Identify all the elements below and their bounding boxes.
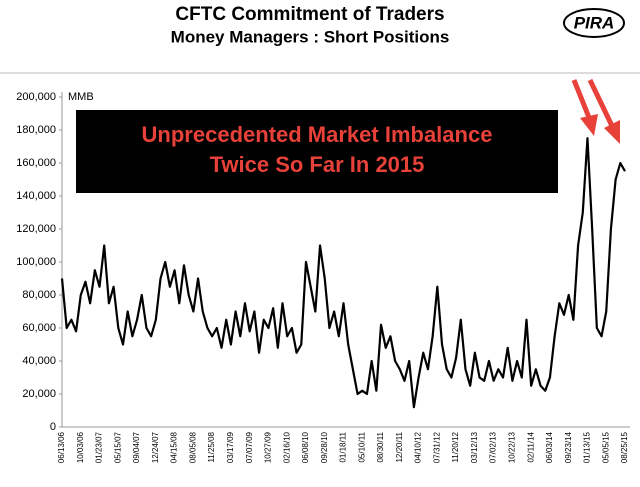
x-tick-label: 04/15/08 [170, 431, 179, 463]
y-tick-label: 60,000 [22, 322, 56, 334]
x-tick-label: 12/24/07 [151, 431, 160, 463]
y-tick-label: 20,000 [22, 388, 56, 400]
x-tick-label: 07/31/12 [432, 431, 441, 463]
logo-ring [563, 8, 625, 38]
x-tick-label: 06/13/06 [57, 431, 66, 463]
y-tick-label: 200,000 [16, 91, 56, 103]
x-tick-label: 01/13/15 [583, 431, 592, 463]
x-tick-label: 07/07/09 [245, 431, 254, 463]
x-tick-label: 05/15/07 [113, 431, 122, 463]
y-tick-label: 140,000 [16, 190, 56, 202]
x-tick-label: 09/23/14 [564, 431, 573, 463]
data-line [60, 137, 626, 409]
x-tick-label: 01/18/11 [339, 431, 348, 462]
y-tick-label: 80,000 [22, 289, 56, 301]
x-tick-label: 06/08/10 [301, 431, 310, 463]
x-tick-label: 02/11/14 [526, 431, 535, 462]
x-tick-label: 09/04/07 [132, 431, 141, 463]
x-tick-label: 08/25/15 [620, 431, 629, 463]
y-tick-label: 100,000 [16, 256, 56, 268]
y-axis-label: MMB [68, 91, 94, 103]
x-tick-label: 05/05/15 [601, 431, 610, 463]
annotation-line: Twice So Far In 2015 [210, 152, 425, 177]
arrows [571, 78, 620, 144]
x-tick-label: 06/03/14 [545, 431, 554, 463]
x-tick-label: 12/20/11 [395, 431, 404, 462]
annotation-line: Unprecedented Market Imbalance [142, 122, 493, 147]
chart-title: CFTC Commitment of Traders [175, 4, 444, 25]
x-tick-label: 01/23/07 [95, 431, 104, 463]
x-tick-label: 11/20/12 [451, 431, 460, 462]
y-tick-label: 0 [50, 421, 56, 433]
x-tick-label: 10/03/06 [76, 431, 85, 463]
x-tick-label: 02/16/10 [282, 431, 291, 463]
y-tick-label: 160,000 [16, 157, 56, 169]
x-tick-label: 03/17/09 [226, 431, 235, 463]
x-tick-label: 08/05/08 [188, 431, 197, 463]
y-tick-label: 120,000 [16, 223, 56, 235]
x-tick-label: 05/10/11 [357, 431, 366, 462]
annotation-box [76, 110, 558, 193]
x-tick-label: 07/02/13 [489, 431, 498, 463]
x-tick-label: 04/10/12 [414, 431, 423, 463]
x-tick-label: 09/28/10 [320, 431, 329, 463]
x-tick-label: 03/12/13 [470, 431, 479, 463]
x-tick-label: 10/22/13 [508, 431, 517, 463]
y-tick-label: 40,000 [22, 355, 56, 367]
x-tick-label: 10/27/09 [264, 431, 273, 463]
logo: PIRA [574, 13, 615, 32]
chart-subtitle: Money Managers : Short Positions [171, 27, 450, 46]
x-tick-label: 08/30/11 [376, 431, 385, 462]
x-tick-label: 11/25/08 [207, 431, 216, 462]
y-tick-label: 180,000 [16, 124, 56, 136]
